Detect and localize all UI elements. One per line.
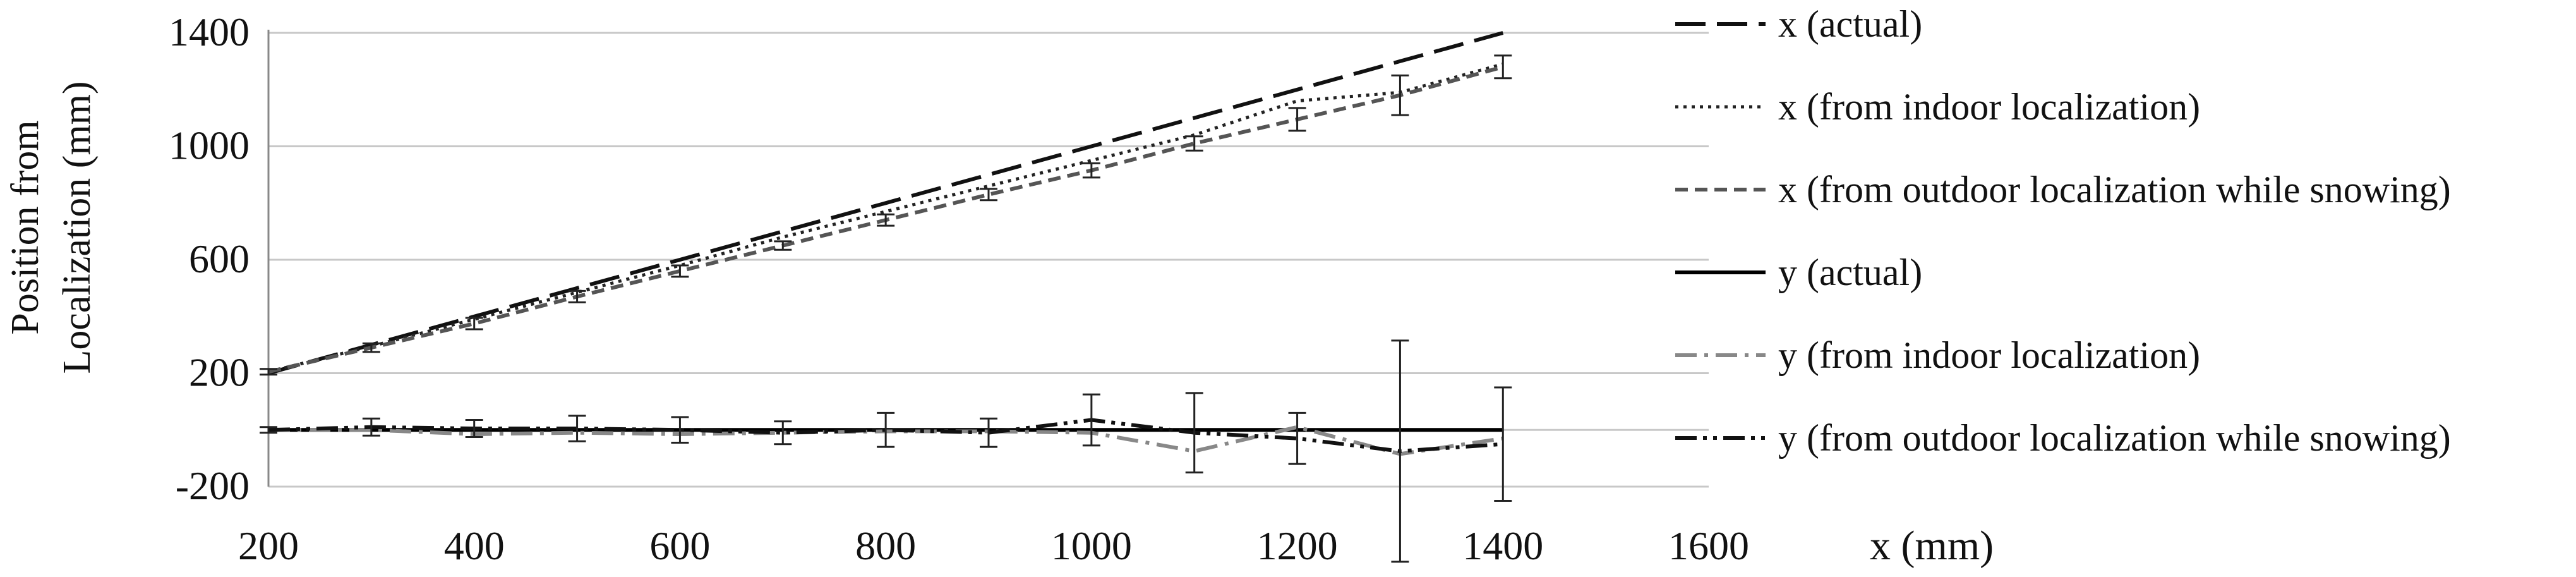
x-tick-label: 1000 [1051, 523, 1132, 568]
x-axis-label: x (mm) [1870, 523, 1994, 569]
y-tick-label: 1400 [169, 9, 250, 54]
error-bar [877, 213, 895, 227]
error-bar [465, 317, 483, 331]
error-bar [1494, 386, 1512, 502]
error-bar [1185, 135, 1203, 152]
x-tick-label: 800 [855, 523, 916, 568]
series-lines [268, 31, 1504, 456]
error-bar [1391, 339, 1409, 563]
legend-label-0: x (actual) [1778, 3, 1922, 45]
legend-label-4: y (from indoor localization) [1778, 334, 2200, 376]
y-tick-label: 200 [189, 350, 250, 395]
error-bar [980, 417, 997, 448]
error-bar [1391, 74, 1409, 116]
error-bar [568, 289, 586, 303]
error-bar [1494, 54, 1512, 80]
error-bar [671, 264, 689, 278]
error-bar [568, 415, 586, 442]
error-bar [1288, 107, 1306, 132]
tick-labels: -200 200 600 1000 1400 200 400 600 800 1000 1200 14… [169, 9, 1749, 568]
error-bar [877, 411, 895, 448]
legend-label-1: x (from indoor localization) [1778, 86, 2200, 128]
legend-label-5: y (from outdoor localization while snowi… [1778, 417, 2451, 459]
legend: x (actual) x (from indoor localization) x … [1675, 3, 2451, 459]
x-tick-label: 200 [238, 523, 299, 568]
error-bar [1082, 393, 1100, 447]
error-bar [260, 426, 277, 434]
error-bar [260, 368, 277, 376]
x-tick-label: 1600 [1668, 523, 1749, 568]
y-axis-label-line-2: Localization (mm) [56, 81, 99, 374]
error-bar [1082, 162, 1100, 179]
error-bar [362, 342, 380, 353]
x-tick-label: 600 [649, 523, 710, 568]
x-tick-label: 1200 [1257, 523, 1338, 568]
x-tick-label: 400 [444, 523, 505, 568]
error-bar [774, 240, 792, 251]
error-bars [260, 54, 1512, 563]
y-axis-label-line-1: Position from [4, 120, 47, 334]
legend-label-2: x (from outdoor localization while snowi… [1778, 169, 2451, 210]
error-bar [362, 417, 380, 437]
error-bar [1185, 392, 1203, 474]
legend-label-3: y (actual) [1778, 252, 1922, 293]
error-bar [1288, 411, 1306, 465]
y-tick-label: 600 [189, 236, 250, 281]
y-tick-label: -200 [176, 463, 250, 508]
error-bar [465, 419, 483, 438]
error-bar [774, 420, 792, 446]
error-bar [671, 416, 689, 444]
error-bar [980, 188, 997, 202]
y-tick-label: 1000 [169, 123, 250, 168]
x-tick-label: 1400 [1462, 523, 1543, 568]
series-line-0 [268, 31, 1504, 375]
